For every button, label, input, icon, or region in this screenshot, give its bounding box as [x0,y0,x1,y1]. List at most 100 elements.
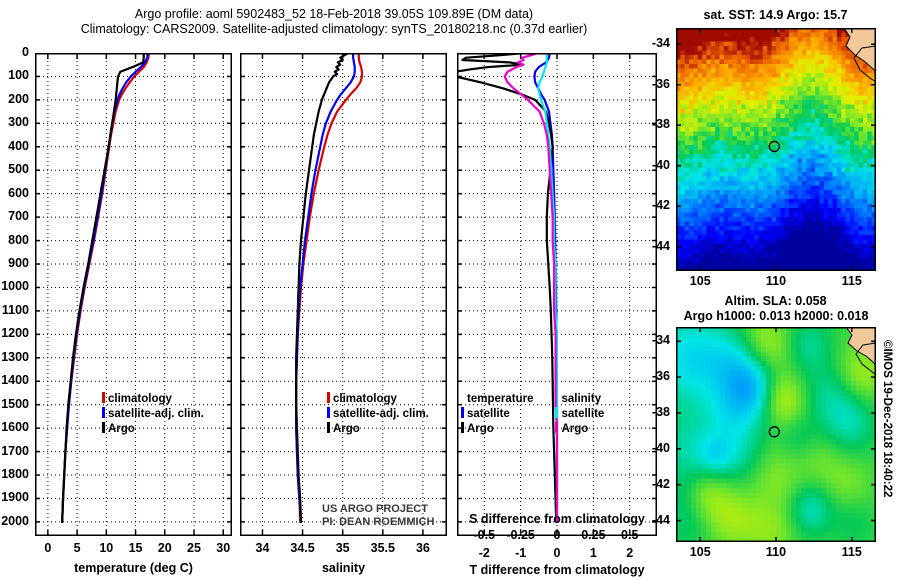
legend-item: satellite [555,407,604,422]
y-tick-label: 1400 [1,373,29,388]
y-tick-label: 600 [8,185,29,200]
x-tick-label: 0.5 [621,528,639,542]
y-tick-label: 1200 [1,326,29,341]
temperature-plot[interactable] [35,53,232,536]
legend-item: satellite-adj. clim. [102,407,204,422]
sst-map-title: sat. SST: 14.9 Argo: 15.7 [703,8,848,22]
legend-label: climatology [333,393,397,405]
x-tick-label: 34.5 [290,541,315,555]
legend-color-swatch [327,422,330,433]
map-x-tick-label: 105 [689,545,711,559]
legend-label: satellite [561,408,605,420]
x-tick-label: 15 [128,541,143,555]
map-y-tick-label: -34 [651,36,670,51]
salinity-legend: climatology satellite-adj. clim. Argo [327,392,429,437]
x-tick-label: -0.25 [506,528,535,542]
x-tick-label: 2 [626,546,634,560]
difference-plot[interactable] [457,53,657,536]
legend-group-header: salinity [561,393,602,405]
x-tick-label: 0 [553,546,561,560]
legend-color-swatch [461,422,464,433]
map-y-tick-label: -36 [651,369,670,384]
sst-map[interactable] [676,28,876,271]
legend-item: climatology [102,392,204,407]
sla-map-title-line1: Altim. SLA: 0.058 [724,294,827,308]
legend-item: Argo [102,422,204,437]
salinity-plot[interactable] [240,53,447,536]
y-tick-label: 1500 [1,396,29,411]
legend-label: Argo [333,423,360,435]
t-difference-axis-label: T difference from climatology [469,563,645,577]
legend-color-swatch [555,422,559,433]
salinity-axis-label: salinity [321,561,366,575]
page-title-line1: Argo profile: aoml 5902483_52 18-Feb-201… [134,7,534,21]
map-x-tick-label: 115 [841,545,862,559]
map-y-tick-label: -38 [651,117,670,132]
map-y-tick-label: -36 [651,76,670,91]
sla-map[interactable] [676,327,876,542]
legend-item: satellite-adj. clim. [327,407,429,422]
legend-color-swatch [327,407,330,418]
project-credit-line1: US ARGO PROJECT [322,503,428,515]
map-y-tick-label: -44 [651,238,670,253]
legend-group-header: temperature [467,393,534,405]
map-y-tick-label: -38 [651,405,670,419]
x-tick-label: -1 [515,546,527,560]
y-tick-label: 1800 [1,467,29,482]
x-tick-label: -2 [478,546,490,560]
legend-item: Argo [327,422,429,437]
y-tick-label: 1100 [1,302,29,317]
x-tick-label: 0.25 [581,528,606,542]
x-tick-label: 0 [44,541,52,555]
legend-color-swatch [555,407,559,418]
page-title-line2: Climatology: CARS2009. Satellite-adjuste… [80,22,588,36]
legend-label: Argo [561,423,589,435]
x-tick-label: -0.5 [473,528,496,542]
y-tick-label: 400 [8,138,29,153]
y-tick-label: 0 [22,45,29,59]
x-tick-label: 35 [335,541,350,555]
map-x-tick-label: 110 [765,545,787,559]
y-tick-label: 300 [8,115,29,130]
y-tick-label: 700 [8,209,29,224]
y-tick-label: 200 [8,91,29,106]
y-tick-label: 1300 [1,349,29,364]
map-x-tick-label: 110 [765,274,787,288]
x-tick-label: 20 [157,541,172,555]
legend-item: Argo [461,422,533,437]
y-tick-label: 1700 [1,443,29,458]
legend-label: satellite-adj. clim. [108,408,204,420]
x-tick-label: 0 [553,528,561,542]
project-credit-line2: PI: DEAN ROEMMICH [322,516,435,528]
map-y-tick-label: -42 [651,198,670,213]
map-x-tick-label: 105 [689,274,711,288]
legend-item: climatology [327,392,429,407]
x-tick-label: 1 [589,546,597,560]
difference-legend: temperature satellite Argo salinity satellit… [461,392,604,437]
x-tick-label: 35.5 [370,541,395,555]
legend-label: satellite-adj. clim. [333,408,429,420]
map-y-tick-label: -40 [651,440,670,455]
legend-label: satellite [467,408,510,420]
map-y-tick-label: -34 [651,333,670,348]
map-y-tick-label: -44 [651,512,670,527]
legend-group: temperature satellite Argo [461,392,533,437]
x-tick-label: 36 [415,541,430,555]
y-tick-label: 100 [8,68,29,83]
map-y-tick-label: -42 [651,476,670,491]
map-y-tick-label: -40 [651,157,670,172]
y-tick-label: 1600 [1,420,29,435]
x-tick-label: 5 [73,541,81,555]
legend-color-swatch [461,407,464,418]
y-tick-label: 900 [8,256,29,271]
legend-color-swatch [102,407,105,418]
legend-color-swatch [327,392,330,403]
y-tick-label: 1900 [1,490,29,505]
sla-map-title-line2: Argo h1000: 0.013 h2000: 0.018 [683,309,869,323]
legend-label: Argo [467,423,494,435]
legend-item: Argo [555,422,604,437]
legend-color-swatch [102,392,105,403]
temperature-axis-label: temperature (deg C) [74,561,193,575]
imos-credit: ©IMOS 19-Dec-2018 18:40:22 [881,340,893,498]
y-tick-label: 1000 [1,279,29,294]
